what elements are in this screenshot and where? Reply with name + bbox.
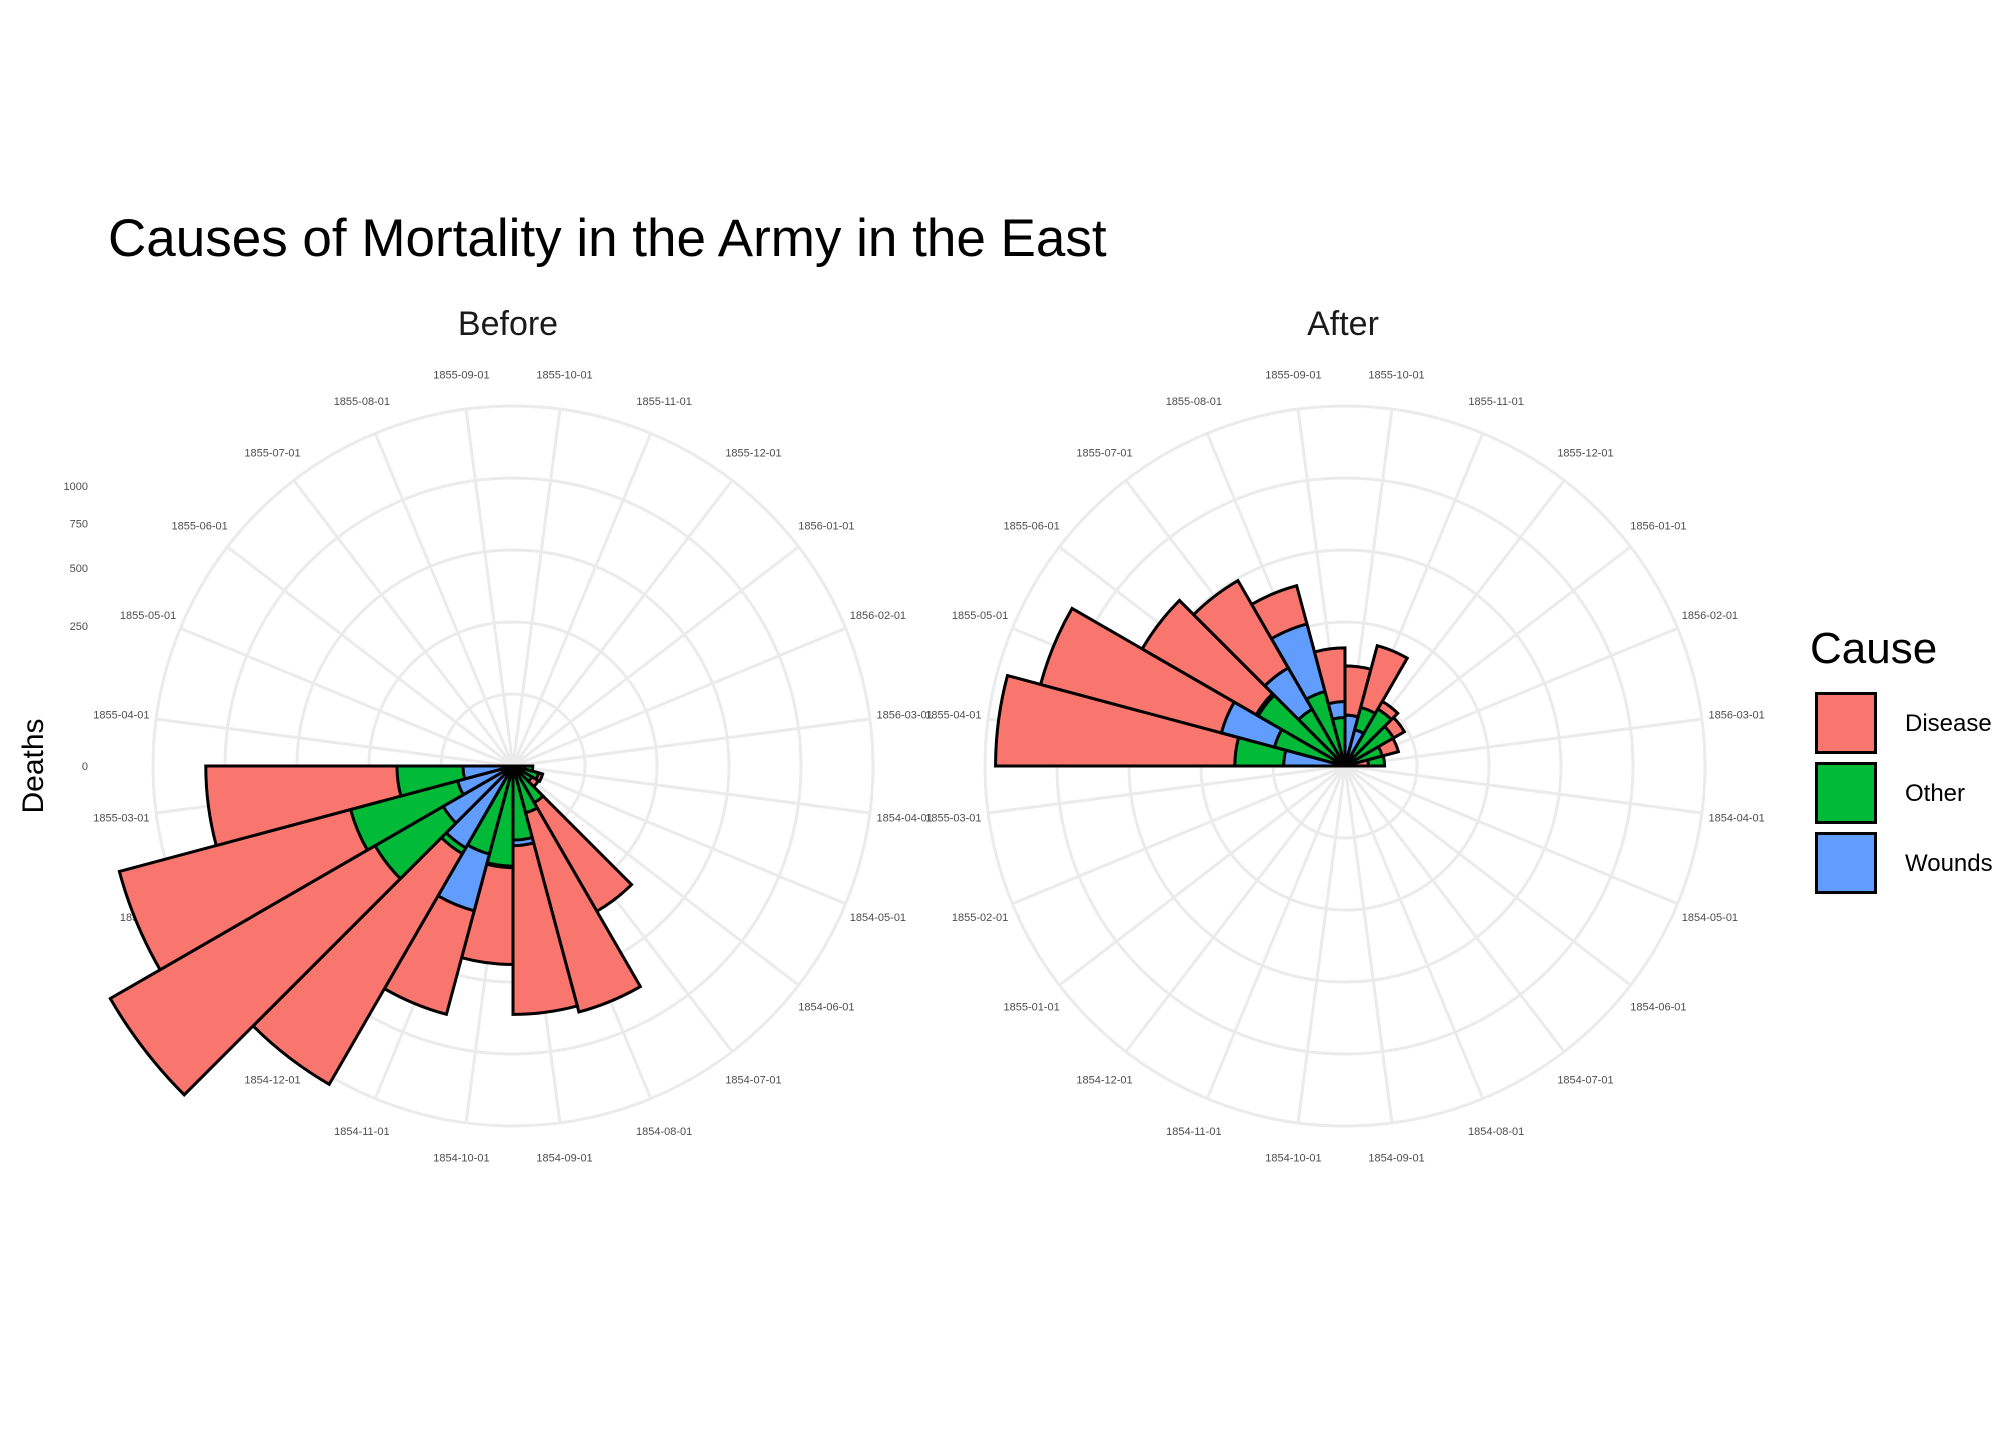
angle-tick-label: 1854-04-01 xyxy=(1708,813,1764,825)
facet-title-before: Before xyxy=(457,305,559,343)
grid-spoke xyxy=(179,626,514,768)
angle-tick-label: 1855-07-01 xyxy=(1076,448,1132,460)
legend-swatch-other xyxy=(1815,762,1877,824)
radial-tick-label: 750 xyxy=(70,519,88,531)
angle-tick-label: 1854-05-01 xyxy=(850,912,906,924)
legend-swatch-disease xyxy=(1815,692,1877,754)
angle-tick-label: 1855-10-01 xyxy=(1368,369,1424,381)
angle-tick-label: 1855-08-01 xyxy=(334,396,390,408)
angle-tick-label: 1854-05-01 xyxy=(1682,912,1738,924)
grid-spoke xyxy=(511,432,653,767)
grid-spoke xyxy=(511,408,562,767)
legend-title: Cause xyxy=(1810,624,1938,673)
angle-tick-label: 1856-01-01 xyxy=(798,521,854,533)
grid-spoke xyxy=(1344,764,1679,906)
grid-spoke xyxy=(1296,765,1347,1124)
angle-tick-label: 1854-12-01 xyxy=(244,1074,300,1086)
grid-spoke xyxy=(226,545,514,768)
angle-tick-label: 1855-12-01 xyxy=(725,448,781,460)
grid-ring xyxy=(151,404,875,1128)
grid-spoke xyxy=(1344,626,1679,768)
angle-tick-label: 1856-02-01 xyxy=(850,610,906,622)
grid-spoke xyxy=(1344,764,1632,987)
chart-title: Causes of Mortality in the Army in the E… xyxy=(108,209,1107,268)
wedge-disease xyxy=(1344,758,1370,768)
angle-tick-label: 1855-05-01 xyxy=(120,610,176,622)
angle-tick-label: 1855-08-01 xyxy=(1166,396,1222,408)
angle-tick-label: 1855-06-01 xyxy=(1003,521,1059,533)
grid-spoke xyxy=(512,764,800,987)
grid-spoke xyxy=(1344,764,1703,815)
grid-spoke xyxy=(373,432,515,767)
angle-tick-label: 1855-09-01 xyxy=(433,369,489,381)
angle-tick-label: 1855-03-01 xyxy=(93,813,149,825)
grid-spoke xyxy=(1205,765,1347,1100)
grid-spoke xyxy=(511,479,734,767)
grid-ring xyxy=(983,404,1707,1128)
grid-spoke xyxy=(987,764,1346,815)
angle-tick-label: 1855-02-01 xyxy=(952,912,1008,924)
angle-tick-label: 1856-02-01 xyxy=(1682,610,1738,622)
angle-tick-label: 1855-06-01 xyxy=(171,521,227,533)
angle-tick-label: 1856-03-01 xyxy=(876,709,932,721)
angle-tick-label: 1854-11-01 xyxy=(1166,1126,1221,1138)
grid-spoke xyxy=(1343,765,1485,1100)
grid-spoke xyxy=(1124,765,1347,1053)
angle-tick-label: 1855-04-01 xyxy=(925,709,981,721)
angle-tick-label: 1854-08-01 xyxy=(1468,1126,1524,1138)
wedge-disease xyxy=(511,765,643,1014)
grid-spoke xyxy=(1343,765,1566,1053)
legend-swatch-wounds xyxy=(1815,832,1877,894)
angle-tick-label: 1854-04-01 xyxy=(876,813,932,825)
angle-tick-label: 1855-12-01 xyxy=(1557,448,1613,460)
grid-spoke xyxy=(512,764,871,815)
legend-label-wounds: Wounds xyxy=(1905,850,1993,877)
grid-spoke xyxy=(512,545,800,768)
angle-tick-label: 1855-05-01 xyxy=(952,610,1008,622)
radial-tick-label: 250 xyxy=(70,621,88,633)
angle-tick-label: 1855-09-01 xyxy=(1265,369,1321,381)
angle-tick-label: 1854-12-01 xyxy=(1076,1074,1132,1086)
grid-spoke xyxy=(464,408,515,767)
angle-tick-label: 1854-09-01 xyxy=(1368,1153,1424,1165)
angle-tick-label: 1854-09-01 xyxy=(536,1153,592,1165)
grid-spoke xyxy=(512,717,871,768)
angle-tick-label: 1854-06-01 xyxy=(798,1001,854,1013)
grid-spoke xyxy=(292,479,515,767)
facet-title-after: After xyxy=(1307,305,1379,343)
angle-tick-label: 1856-01-01 xyxy=(1630,521,1686,533)
angle-tick-label: 1854-11-01 xyxy=(334,1126,389,1138)
radial-tick-label: 500 xyxy=(70,563,88,575)
angle-tick-label: 1855-03-01 xyxy=(925,813,981,825)
angle-tick-label: 1854-10-01 xyxy=(433,1153,489,1165)
grid-spoke xyxy=(1344,717,1703,768)
radial-tick-label: 1000 xyxy=(64,481,88,493)
grid-spoke xyxy=(1058,764,1346,987)
angle-tick-label: 1855-07-01 xyxy=(244,448,300,460)
angle-tick-label: 1854-07-01 xyxy=(725,1074,781,1086)
angle-tick-label: 1855-11-01 xyxy=(636,396,691,408)
angle-tick-label: 1855-10-01 xyxy=(536,369,592,381)
grid-spoke xyxy=(512,764,847,906)
grid-spoke xyxy=(1343,765,1394,1124)
angle-tick-label: 1854-08-01 xyxy=(636,1126,692,1138)
angle-tick-label: 1855-01-01 xyxy=(1003,1001,1059,1013)
grid-spoke xyxy=(1011,764,1346,906)
grid-spoke xyxy=(512,626,847,768)
radial-tick-label: 0 xyxy=(82,761,88,773)
legend-label-other: Other xyxy=(1905,780,1966,807)
wedge-wounds xyxy=(461,764,514,781)
legend-label-disease: Disease xyxy=(1905,710,1992,737)
angle-tick-label: 1855-04-01 xyxy=(93,709,149,721)
angle-tick-label: 1856-03-01 xyxy=(1708,709,1764,721)
angle-tick-label: 1854-06-01 xyxy=(1630,1001,1686,1013)
angle-tick-label: 1854-07-01 xyxy=(1557,1074,1613,1086)
angle-tick-label: 1854-10-01 xyxy=(1265,1153,1321,1165)
grid-spoke xyxy=(155,717,514,768)
angle-tick-label: 1855-11-01 xyxy=(1468,396,1523,408)
